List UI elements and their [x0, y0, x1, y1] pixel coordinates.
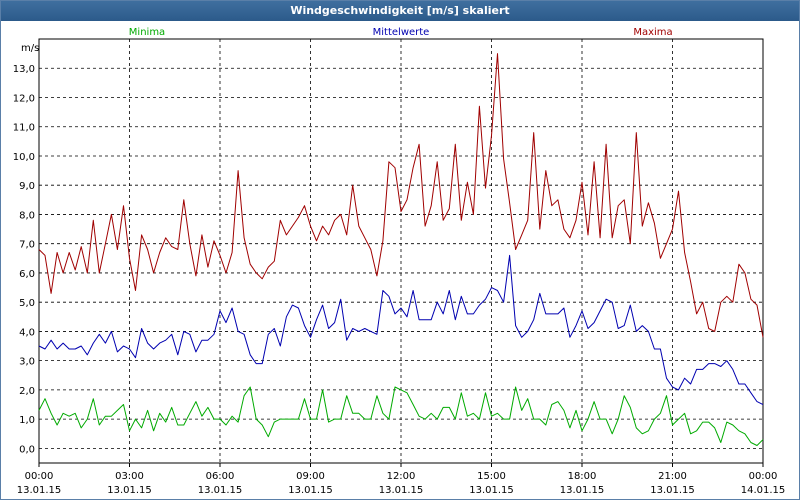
- x-tick-date: 14.01.15: [741, 485, 786, 496]
- x-tick-time: 09:00: [296, 471, 325, 482]
- legend-mittelwerte: Mittelwerte: [373, 27, 430, 38]
- vertical-grid: [38, 39, 764, 467]
- x-tick-date: 13.01.15: [17, 485, 62, 496]
- legend-minima: Minima: [129, 27, 165, 38]
- x-tick-date: 13.01.15: [650, 485, 695, 496]
- x-tick-time: 18:00: [568, 471, 597, 482]
- x-tick-time: 00:00: [749, 471, 778, 482]
- y-tick-label: 11,0: [13, 123, 35, 134]
- legend: Minima Mittelwerte Maxima: [129, 27, 673, 38]
- series-line-mittelwerte: [38, 254, 764, 405]
- x-axis-labels: 00:00 13.01.15 03:00 13.01.15 06:00 13.01.15 0…: [17, 471, 786, 496]
- horizontal-grid: [39, 67, 763, 449]
- x-tick-date: 13.01.15: [288, 485, 333, 496]
- y-tick-label: 6,0: [19, 269, 35, 280]
- y-tick-label: 0,0: [19, 444, 35, 455]
- y-tick-label: 7,0: [19, 240, 35, 251]
- y-tick-label: 3,0: [19, 357, 35, 368]
- x-tick-time: 06:00: [206, 471, 235, 482]
- y-axis-labels: 0,0 1,0 2,0 3,0 4,0 5,0 6,0 7,0 8,0 9,0 10,0 11,0 12…: [13, 64, 35, 455]
- y-tick-label: 9,0: [19, 181, 35, 192]
- y-tick-label: 5,0: [19, 298, 35, 309]
- y-axis-unit: m/s: [21, 43, 39, 54]
- y-tick-label: 8,0: [19, 210, 35, 221]
- x-tick-date: 13.01.15: [560, 485, 605, 496]
- x-tick-time: 12:00: [387, 471, 416, 482]
- y-tick-label: 1,0: [19, 415, 35, 426]
- x-tick-date: 13.01.15: [198, 485, 243, 496]
- x-tick-time: 00:00: [25, 471, 54, 482]
- y-tick-label: 2,0: [19, 386, 35, 397]
- x-tick-date: 13.01.15: [107, 485, 152, 496]
- y-tick-label: 4,0: [19, 327, 35, 338]
- x-tick-time: 21:00: [658, 471, 687, 482]
- series-lines: [38, 53, 764, 446]
- x-tick-time: 03:00: [115, 471, 144, 482]
- series-line-maxima: [38, 53, 764, 338]
- chart-title: Windgeschwindigkeit [m/s] skaliert: [1, 1, 799, 21]
- x-tick-date: 13.01.15: [379, 485, 424, 496]
- y-tick-label: 12,0: [13, 93, 35, 104]
- y-tick-label: 10,0: [13, 152, 35, 163]
- y-tick-label: 13,0: [13, 64, 35, 75]
- x-tick-date: 13.01.15: [469, 485, 514, 496]
- series-line-minima: [38, 386, 764, 446]
- x-tick-time: 15:00: [477, 471, 506, 482]
- legend-maxima: Maxima: [633, 27, 672, 38]
